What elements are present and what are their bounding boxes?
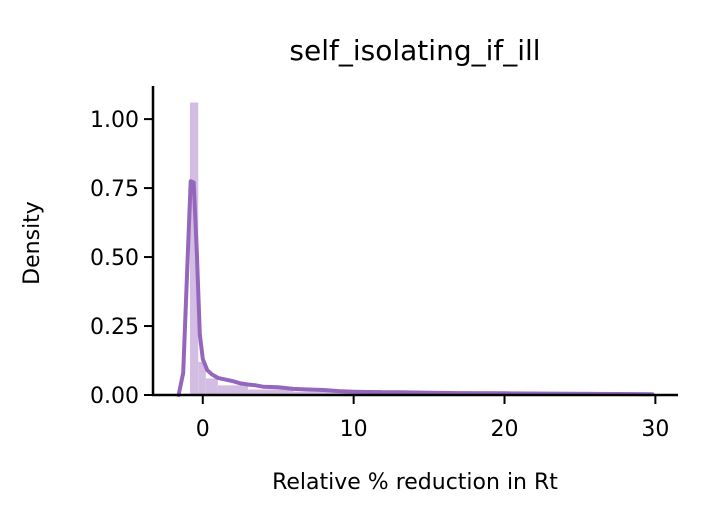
chart-title: self_isolating_if_ill <box>289 34 540 67</box>
y-axis-label: Density <box>20 201 45 285</box>
histogram-bar-2 <box>205 378 218 395</box>
x-axis-label: Relative % reduction in Rt <box>272 470 558 495</box>
x-axis-ticks: 0 10 20 30 <box>196 395 669 442</box>
histogram-bar-0 <box>189 102 199 395</box>
histogram-bars <box>189 102 653 395</box>
x-tick-label: 0 <box>196 417 210 442</box>
x-tick-label: 30 <box>641 417 669 442</box>
histogram-bar-4 <box>248 389 294 395</box>
histogram-bar-3 <box>217 385 249 395</box>
y-tick-label: 0.50 <box>90 246 139 271</box>
kde-line <box>176 179 655 397</box>
histogram-bar-5 <box>293 391 354 395</box>
x-tick-label: 10 <box>340 417 368 442</box>
y-tick-label: 0.25 <box>90 315 139 340</box>
y-tick-label: 1.00 <box>90 108 139 133</box>
y-tick-label: 0.00 <box>90 384 139 409</box>
y-axis-ticks: 0.00 0.25 0.50 0.75 1.00 <box>90 108 153 409</box>
x-tick-label: 20 <box>491 417 519 442</box>
histogram-bar-1 <box>198 361 206 395</box>
y-tick-label: 0.75 <box>90 177 139 202</box>
